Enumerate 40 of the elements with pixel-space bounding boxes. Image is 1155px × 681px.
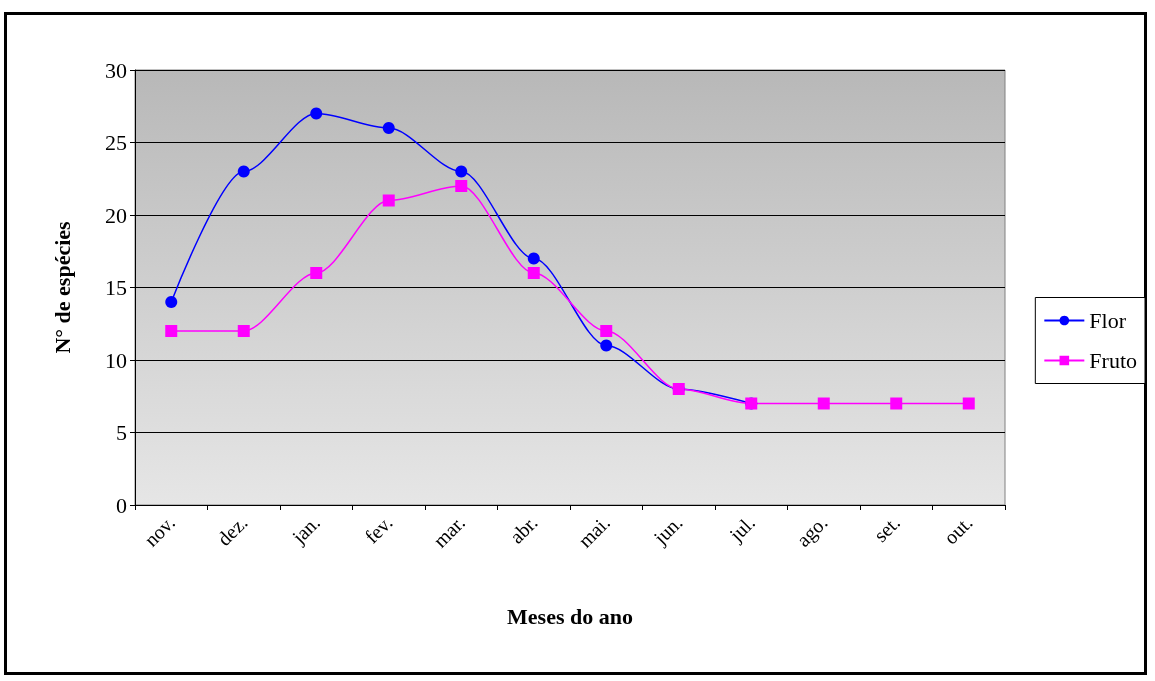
y-tick-label: 5 — [116, 420, 127, 445]
y-tick-label: 30 — [105, 57, 127, 83]
x-tick-label: abr. — [505, 511, 542, 548]
point — [165, 325, 178, 337]
x-tick-label: mar. — [428, 511, 470, 552]
x-tick-label: jun. — [648, 511, 688, 550]
point — [817, 397, 830, 410]
legend-label: Flor — [1089, 308, 1127, 333]
x-tick-label: ago. — [792, 511, 833, 552]
point — [600, 339, 613, 352]
legend-label: Fruto — [1089, 348, 1138, 373]
y-tick-label: 0 — [116, 492, 127, 518]
y-tick-label: 25 — [105, 130, 127, 155]
x-tick-label: jul. — [724, 511, 760, 547]
x-tick-label: dez. — [212, 511, 252, 550]
point — [310, 107, 323, 120]
point — [527, 267, 540, 279]
point — [527, 252, 540, 265]
x-tick-label: fev. — [360, 511, 397, 548]
x-axis-title: Meses do ano — [507, 603, 633, 629]
point — [237, 165, 250, 178]
point — [600, 325, 613, 337]
x-tick-label: nov. — [139, 511, 180, 551]
point — [455, 180, 468, 192]
x-tick-label: out. — [939, 511, 977, 549]
x-tick-label: mai. — [573, 511, 615, 552]
point — [382, 122, 395, 134]
y-axis-title: N° de espécies — [49, 220, 75, 354]
x-tick-label: set. — [869, 511, 905, 547]
point — [890, 397, 903, 410]
point — [165, 296, 178, 308]
y-tick-label: 15 — [105, 275, 127, 300]
point — [382, 194, 395, 207]
y-tick-label: 10 — [105, 347, 127, 373]
point — [310, 267, 323, 279]
y-tick-label: 20 — [105, 202, 127, 228]
point — [962, 397, 975, 410]
point — [455, 165, 468, 178]
x-tick-label: jan. — [286, 511, 325, 549]
point — [237, 325, 250, 337]
